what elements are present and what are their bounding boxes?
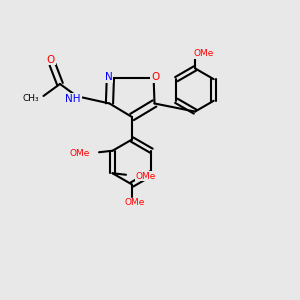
Text: OMe: OMe bbox=[193, 50, 214, 58]
Text: CH₃: CH₃ bbox=[22, 94, 39, 103]
Text: O: O bbox=[47, 55, 55, 65]
Text: OMe: OMe bbox=[135, 172, 155, 181]
Text: OMe: OMe bbox=[70, 149, 90, 158]
Text: NH: NH bbox=[65, 94, 81, 104]
Text: OMe: OMe bbox=[125, 198, 145, 207]
Text: O: O bbox=[151, 72, 159, 82]
Text: N: N bbox=[105, 72, 113, 82]
